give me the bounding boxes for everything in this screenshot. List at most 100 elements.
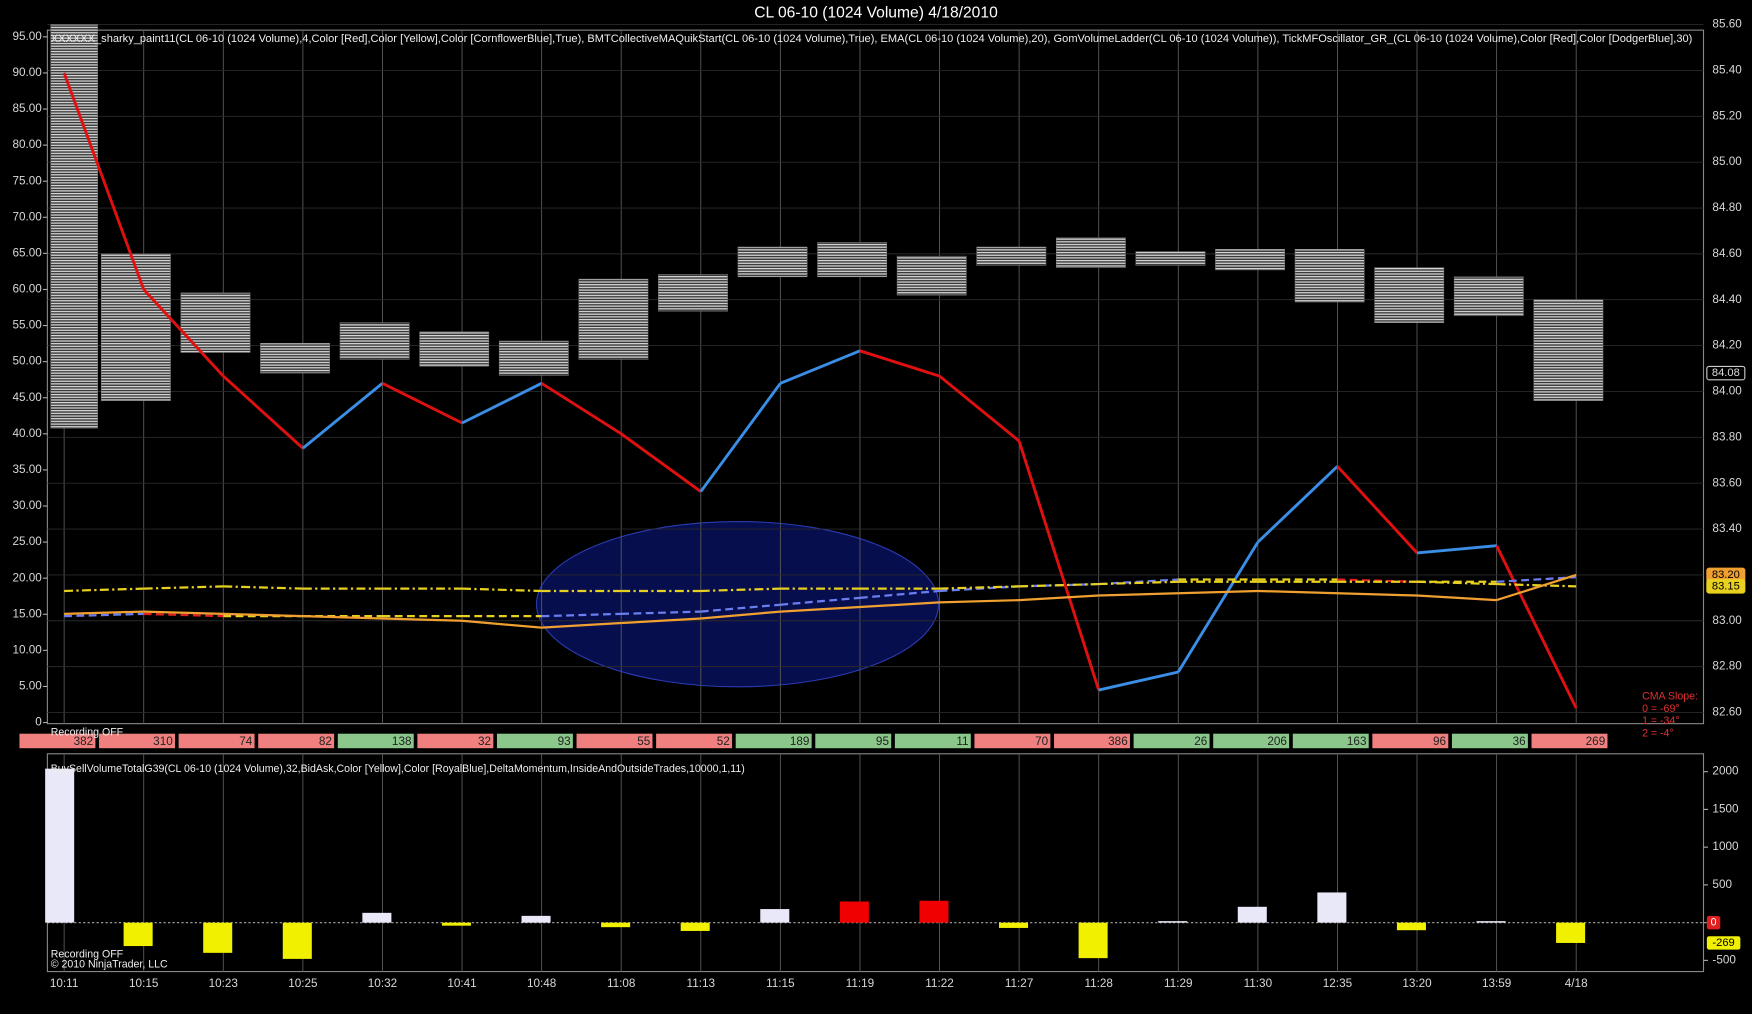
series-segment (223, 612, 303, 618)
indicator-label: XXXXXX_sharky_paint11(CL 06-10 (1024 Vol… (51, 33, 1693, 45)
series-segment (779, 349, 861, 385)
delta-box (496, 733, 573, 749)
series-segment (541, 612, 622, 618)
copyright: © 2010 NinjaTrader, LLC (51, 959, 168, 971)
window-title: CL 06-10 (1024 Volume) 4/18/2010 (754, 5, 998, 22)
delta-box (417, 733, 494, 749)
volume-ladder (1533, 299, 1604, 401)
x-tick-label: 11:13 (687, 977, 715, 990)
bar (123, 922, 153, 947)
series-segment (64, 612, 144, 618)
volume-ladder (260, 343, 330, 374)
x-tick-label: 10:15 (129, 977, 159, 990)
delta-box (1451, 733, 1528, 749)
bar (521, 915, 551, 923)
series-segment (938, 374, 1021, 443)
series-segment (541, 621, 622, 629)
y2-tick-label: 85.60 (1712, 18, 1742, 31)
series-segment (143, 612, 224, 618)
series-segment (1177, 541, 1260, 673)
status-text: Recording OFF (51, 949, 124, 961)
delta-value: 74 (239, 735, 253, 748)
volume-ladder (50, 24, 98, 429)
y2-tick-label: 84.20 (1712, 339, 1742, 352)
volume-ladder (1294, 249, 1365, 303)
cma-slope-text: 2 = -4° (1642, 727, 1674, 739)
y2-tick-label: 83.60 (1712, 476, 1742, 489)
delta-box (1054, 733, 1130, 749)
y-tick-label: 30.00 (12, 499, 42, 512)
plot-layer: 82.60 82.80 83.00 83.20 83.40 83.60 83.80 84.00… (12, 18, 1746, 990)
x-tick-label: 10:23 (209, 977, 238, 990)
delta-value: 36 (1513, 735, 1526, 748)
y-tick-label: 2000 (1712, 765, 1739, 778)
bar (601, 922, 631, 928)
series-segment (302, 615, 383, 620)
delta-value: 269 (1586, 735, 1606, 748)
delta-value: 95 (876, 735, 890, 748)
series-segment (143, 585, 224, 590)
volume-ladder (976, 246, 1047, 266)
series-segment (1495, 545, 1578, 709)
x-tick-label: 11:27 (1005, 977, 1033, 990)
series-segment (1017, 440, 1101, 691)
bar (1476, 921, 1506, 923)
y-tick-label: 60.00 (12, 283, 42, 296)
series-segment (621, 610, 701, 615)
series-segment (1337, 592, 1418, 597)
delta-box (258, 733, 335, 749)
volume-ladder (1215, 249, 1285, 271)
indicator-label: BuySellVolumeTotalG39(CL 06-10 (1024 Vol… (51, 763, 745, 775)
bar (45, 768, 75, 923)
delta-box (99, 733, 175, 749)
y-tick-label: 25.00 (12, 535, 42, 548)
volume-ladder (896, 255, 967, 296)
price-marker (1706, 579, 1746, 594)
y2-tick-label: 84.00 (1712, 385, 1742, 398)
delta-value: 70 (1035, 735, 1049, 748)
zero-box (1706, 915, 1721, 930)
y-tick-label: 35.00 (12, 463, 42, 476)
volume-ladder (817, 242, 888, 278)
series-segment (700, 587, 781, 593)
bar (919, 900, 949, 923)
delta-value: 310 (153, 735, 173, 748)
series-segment (780, 596, 861, 606)
bar (1237, 906, 1267, 923)
x-tick-label: 11:30 (1244, 977, 1273, 990)
series-segment (1496, 582, 1577, 588)
volume-ladder (1135, 251, 1206, 266)
delta-box (178, 733, 255, 749)
volume-ladder (658, 274, 728, 312)
delta-value: 26 (1194, 735, 1207, 748)
x-tick-label: 10:48 (527, 977, 557, 990)
x-tick-label: 10:32 (368, 977, 397, 990)
delta-box (735, 733, 812, 749)
bar (760, 909, 790, 923)
delta-value: 55 (637, 735, 651, 748)
series-segment (222, 375, 304, 450)
x-tick-label: 11:08 (607, 977, 636, 990)
y-tick-label: 1500 (1712, 803, 1739, 816)
series-segment (700, 610, 781, 620)
y2-tick-label: 85.20 (1712, 109, 1742, 122)
series-segment (859, 349, 940, 378)
series-segment (1496, 573, 1577, 602)
bar (203, 922, 233, 953)
series-segment (1098, 580, 1179, 586)
series-segment (540, 382, 622, 436)
series-segment (939, 585, 1020, 590)
bar (999, 922, 1029, 928)
delta-box (1213, 733, 1290, 749)
series-segment (699, 382, 782, 493)
y-tick-label: 65.00 (12, 246, 42, 259)
bar (362, 912, 392, 923)
cma-slope-text: 1 = -34° (1642, 715, 1680, 727)
x-tick-label: 10:11 (50, 977, 78, 990)
volume-ladder (578, 278, 649, 360)
volume-ladder (339, 322, 410, 360)
series-segment (939, 599, 1020, 604)
y2-tick-label: 85.00 (1712, 155, 1742, 168)
delta-box (337, 733, 414, 749)
